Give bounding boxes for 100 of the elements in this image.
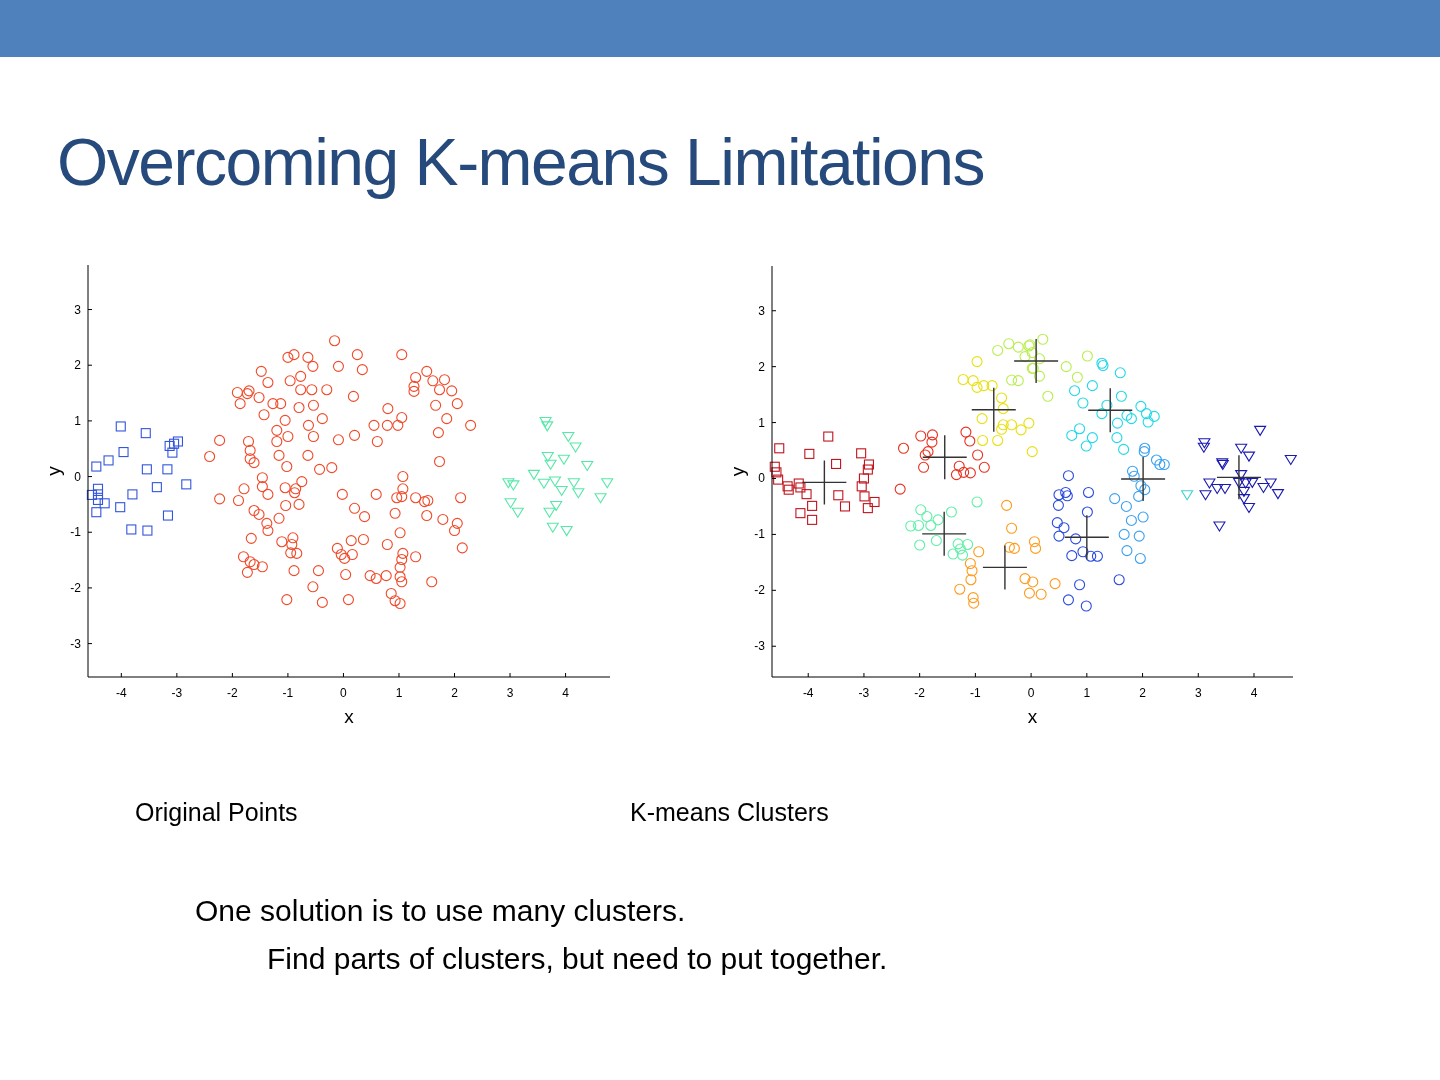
x-tick-label: -3 [171, 686, 183, 700]
point [807, 514, 818, 525]
point [964, 435, 976, 447]
point [92, 494, 104, 505]
point [954, 543, 966, 555]
point [1042, 390, 1054, 402]
y-tick-label: 0 [74, 469, 82, 484]
point [511, 507, 524, 518]
point [1111, 432, 1123, 444]
point [997, 419, 1009, 431]
point [541, 421, 554, 432]
point [997, 403, 1009, 415]
point [859, 491, 870, 502]
point [1012, 341, 1024, 353]
point [1118, 443, 1130, 455]
point [1019, 351, 1031, 363]
point [1062, 594, 1074, 606]
point [913, 519, 925, 532]
point [856, 448, 867, 459]
point [1126, 465, 1139, 477]
point [1242, 503, 1256, 514]
point [142, 525, 153, 536]
text: Find parts of clusters, but need to put together. [267, 942, 888, 975]
point [972, 449, 984, 461]
x-tick-label: 0 [1027, 686, 1035, 700]
point [546, 522, 559, 533]
point [992, 344, 1004, 356]
point [1154, 458, 1166, 471]
point [1060, 486, 1072, 499]
point [1199, 490, 1212, 501]
point [141, 464, 152, 475]
point [1077, 397, 1089, 409]
y-tick-label: -3 [754, 639, 766, 654]
point [1211, 484, 1224, 495]
point [968, 597, 980, 609]
point [863, 459, 875, 470]
point [1027, 576, 1039, 588]
point [1181, 490, 1194, 501]
y-tick-label: 2 [758, 359, 766, 374]
x-tick-label: -3 [858, 686, 870, 700]
point [932, 514, 944, 526]
point [954, 583, 966, 595]
point [915, 504, 927, 516]
point [1080, 600, 1092, 612]
point [164, 440, 175, 451]
point [823, 431, 834, 442]
point [953, 460, 965, 472]
point [1135, 400, 1147, 412]
point [1218, 484, 1232, 495]
point [1037, 333, 1049, 345]
point [543, 507, 556, 518]
point [572, 488, 585, 499]
point [958, 466, 970, 478]
point [971, 381, 983, 393]
point [921, 510, 933, 523]
y-tick-label: 1 [758, 415, 766, 430]
point [858, 473, 869, 484]
point [839, 501, 851, 512]
point [181, 479, 192, 490]
x-tick-label: -1 [970, 686, 982, 700]
point [1242, 451, 1256, 462]
point [773, 474, 784, 485]
point [833, 490, 844, 501]
y-tick-label: 1 [74, 413, 82, 428]
point [952, 538, 964, 550]
point [1006, 522, 1018, 534]
point [947, 548, 959, 560]
point [1121, 457, 1166, 502]
point [555, 485, 568, 497]
x-tick-label: -4 [802, 686, 814, 700]
point [99, 498, 110, 509]
point [1148, 410, 1160, 422]
point [1239, 478, 1252, 489]
point [996, 392, 1008, 404]
point [965, 574, 977, 586]
point [1053, 530, 1065, 542]
point [831, 458, 842, 469]
point [1128, 470, 1140, 482]
point [151, 482, 162, 493]
point [1091, 550, 1103, 562]
point [527, 469, 540, 480]
point [986, 380, 998, 392]
x-tick-label: 4 [1250, 686, 1258, 700]
text: Original Points [135, 798, 298, 826]
point [930, 535, 942, 547]
x-axis-title: x [1027, 706, 1038, 727]
point [550, 500, 563, 512]
point [862, 464, 873, 475]
point [91, 461, 102, 472]
point [982, 545, 1027, 590]
point [167, 447, 178, 458]
y-tick-label: -1 [70, 525, 82, 540]
point [801, 489, 812, 500]
point [1003, 338, 1015, 350]
point [1264, 478, 1277, 489]
point [1237, 494, 1251, 505]
point [537, 478, 550, 489]
point [1216, 455, 1261, 500]
point [1015, 424, 1027, 436]
point [1109, 493, 1121, 505]
